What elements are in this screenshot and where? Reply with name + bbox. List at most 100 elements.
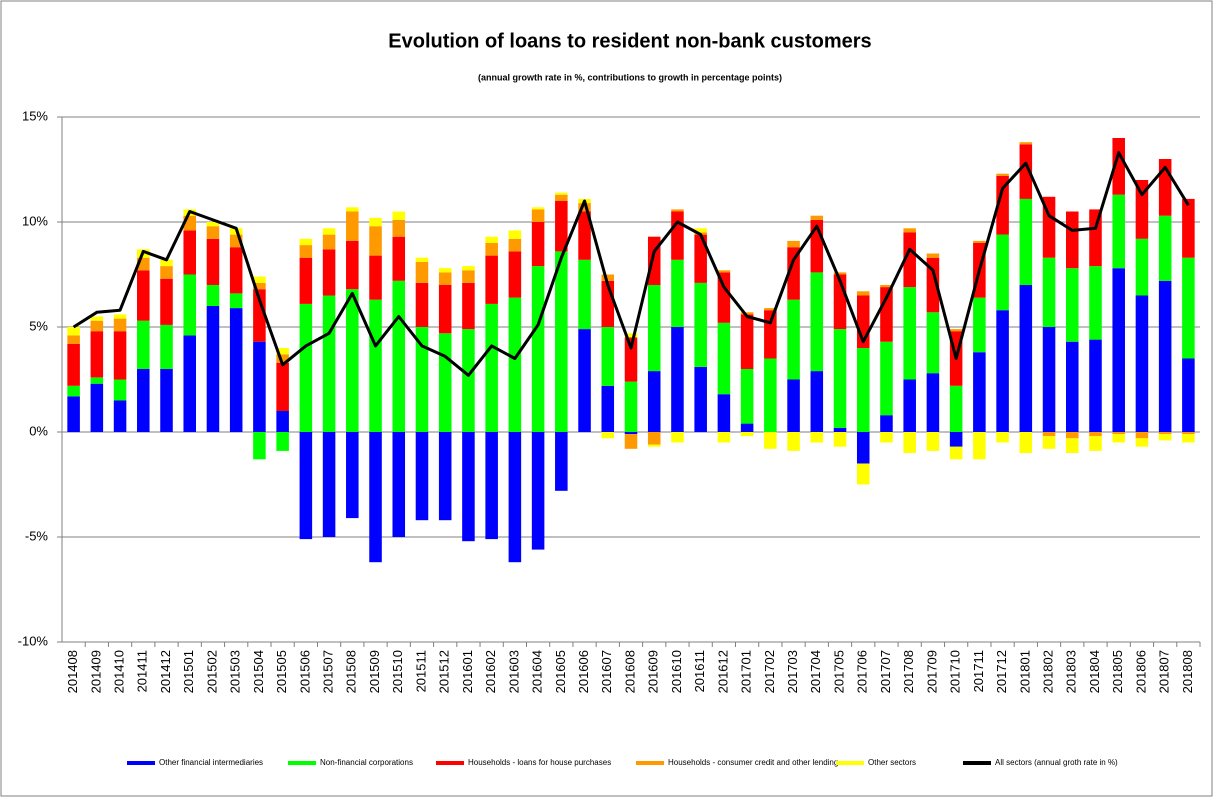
x-tick-label: 201603 bbox=[506, 650, 521, 693]
x-tick-label: 201705 bbox=[831, 650, 846, 693]
bar-segment bbox=[1065, 211, 1079, 269]
x-tick-label: 201601 bbox=[460, 650, 475, 693]
x-tick-label: 201503 bbox=[228, 650, 243, 693]
bar-segment bbox=[856, 348, 870, 432]
bar-segment bbox=[926, 373, 940, 432]
bar-segment bbox=[438, 268, 452, 273]
bar-segment bbox=[415, 327, 429, 432]
bar-segment bbox=[1089, 432, 1102, 437]
bar-segment bbox=[949, 432, 963, 447]
bar-segment bbox=[299, 303, 313, 432]
bar-segment bbox=[485, 236, 498, 243]
bar-segment bbox=[206, 226, 220, 239]
bar-segment bbox=[601, 274, 615, 281]
line-series bbox=[72, 151, 1190, 377]
bar-segment bbox=[903, 232, 916, 288]
bar-segment bbox=[880, 415, 893, 432]
x-tick-label: 201701 bbox=[739, 650, 754, 693]
bar-segment bbox=[903, 287, 916, 380]
bar-segment bbox=[508, 251, 522, 298]
bar-segment bbox=[531, 266, 545, 432]
bar-segment bbox=[578, 211, 591, 260]
x-tick-label: 201801 bbox=[1017, 650, 1032, 693]
bar-segment bbox=[276, 432, 289, 451]
bar-segment bbox=[160, 266, 173, 279]
bar-segment bbox=[392, 219, 406, 237]
bar-segment bbox=[1135, 295, 1149, 432]
bar-segment bbox=[508, 432, 522, 563]
bar-segment bbox=[973, 240, 986, 243]
bar-segment bbox=[578, 329, 591, 432]
x-tick-label: 201508 bbox=[344, 650, 359, 693]
bar-segment bbox=[601, 432, 615, 439]
x-tick-label: 201710 bbox=[948, 650, 963, 693]
bar-segment bbox=[346, 211, 359, 241]
bar-segment bbox=[1042, 257, 1056, 327]
x-tick-label: 201803 bbox=[1064, 650, 1079, 693]
bar-segment bbox=[926, 257, 940, 313]
x-tick-label: 201506 bbox=[297, 650, 312, 693]
bar-segment bbox=[253, 282, 266, 290]
bar-segment bbox=[1065, 438, 1079, 453]
bar-segment bbox=[880, 432, 893, 443]
bar-segment bbox=[137, 320, 150, 369]
bar-segment bbox=[903, 379, 916, 432]
bar-segment bbox=[462, 432, 475, 542]
bar-segment bbox=[903, 228, 916, 233]
bar-segment bbox=[671, 327, 684, 432]
bar-segment bbox=[183, 230, 197, 275]
bar-segment bbox=[787, 379, 800, 432]
bar-segment bbox=[369, 217, 382, 227]
bar-segment bbox=[299, 432, 313, 540]
x-tick-label: 201507 bbox=[321, 650, 336, 693]
y-tick-label: 15% bbox=[22, 108, 48, 123]
bar-segment bbox=[531, 207, 545, 210]
bar-segment bbox=[833, 329, 847, 428]
bar-segment bbox=[508, 230, 522, 239]
x-tick-label: 201704 bbox=[808, 650, 823, 693]
bar-segment bbox=[369, 255, 382, 300]
bar-segment bbox=[555, 251, 568, 432]
bar-segment bbox=[415, 261, 429, 283]
bar-segment bbox=[229, 247, 243, 294]
bar-segment bbox=[206, 222, 220, 227]
x-tick-label: 201703 bbox=[785, 650, 800, 693]
bar-segment bbox=[694, 234, 707, 283]
bar-segment bbox=[926, 312, 940, 374]
bar-segment bbox=[1089, 436, 1102, 451]
x-tick-label: 201510 bbox=[390, 650, 405, 693]
bar-segment bbox=[764, 358, 777, 432]
bar-segment bbox=[90, 383, 104, 432]
bar-segment bbox=[1135, 438, 1149, 447]
bar-segment bbox=[462, 329, 475, 432]
bar-segment bbox=[90, 331, 104, 378]
bar-segment bbox=[555, 194, 568, 201]
bar-segment bbox=[1019, 285, 1033, 432]
bar-segment bbox=[415, 282, 429, 327]
bar-segment bbox=[810, 432, 824, 443]
bar-segment bbox=[856, 291, 870, 296]
chart-subtitle: (annual growth rate in %, contributions … bbox=[478, 72, 782, 82]
x-tick-label: 201408 bbox=[65, 650, 80, 693]
x-tick-label: 201605 bbox=[553, 650, 568, 693]
bar-segment bbox=[740, 369, 754, 424]
bar-segment bbox=[369, 226, 382, 256]
bar-segment bbox=[647, 371, 661, 432]
legend-label: Non-financial corporations bbox=[320, 758, 413, 767]
bar-segment bbox=[531, 222, 545, 267]
x-tick-label: 201608 bbox=[622, 650, 637, 693]
bar-segment bbox=[740, 312, 754, 315]
bar-segment bbox=[531, 432, 545, 550]
bar-segment bbox=[717, 270, 731, 273]
legend-label: All sectors (annual groth rate in %) bbox=[995, 758, 1118, 767]
bar-segment bbox=[1065, 432, 1079, 439]
bar-segment bbox=[1135, 238, 1149, 296]
bar-segment bbox=[253, 341, 266, 432]
bar-segment bbox=[276, 362, 289, 411]
bar-segment bbox=[1089, 209, 1102, 267]
x-tick-label: 201606 bbox=[576, 650, 591, 693]
bar-segment bbox=[671, 259, 684, 327]
bar-segment bbox=[601, 327, 615, 386]
bar-segment bbox=[1112, 138, 1125, 195]
x-tick-label: 201412 bbox=[158, 650, 173, 693]
